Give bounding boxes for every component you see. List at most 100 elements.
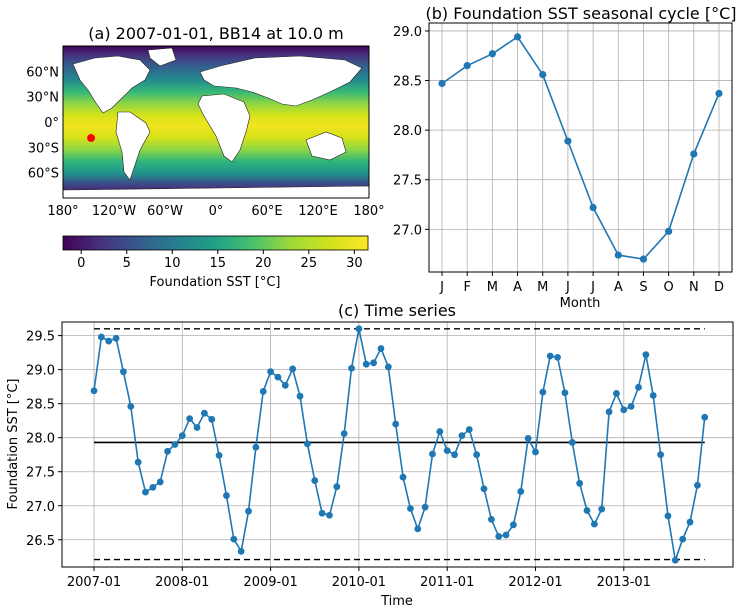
seasonal-point	[463, 62, 471, 70]
timeseries-point	[686, 518, 694, 526]
timeseries-point	[112, 334, 120, 342]
x-tick-label: N	[689, 280, 699, 295]
y-tick-label: 28.5	[393, 75, 422, 90]
seasonal-point	[488, 50, 496, 58]
panel-a: (a) 2007-01-01, BB14 at 10.0 m 60°N 30°N 0…	[26, 24, 384, 290]
map-lat-ticks: 60°N 30°N 0° 30°S 60°S	[26, 65, 59, 181]
timeseries-point	[178, 432, 186, 440]
timeseries-point	[134, 458, 142, 466]
panel-b-xlabel: Month	[560, 296, 601, 311]
x-tick-label: 2013-01	[597, 575, 651, 590]
y-tick-label: 27.5	[26, 466, 55, 481]
timeseries-point	[546, 352, 554, 360]
panel-b-axes	[428, 22, 733, 273]
sst-map	[63, 46, 369, 198]
panel-a-title: (a) 2007-01-01, BB14 at 10.0 m	[88, 24, 343, 43]
timeseries-point	[200, 409, 208, 417]
seasonal-point	[564, 137, 572, 145]
x-tick-label: S	[639, 280, 647, 295]
timeseries-point	[487, 515, 495, 523]
seasonal-point	[665, 227, 673, 235]
timeseries-point	[355, 325, 363, 333]
timeseries-point	[267, 368, 274, 376]
timeseries-point	[318, 509, 326, 517]
land-masses	[63, 47, 369, 198]
timeseries-point	[156, 478, 164, 486]
x-tick-label: 2009-01	[243, 575, 297, 590]
y-tick-label: 29.0	[26, 364, 55, 379]
lon-tick-label: 180°	[47, 204, 78, 219]
timeseries-points	[90, 325, 709, 564]
x-tick-label: 2008-01	[155, 575, 209, 590]
timeseries-point	[208, 415, 216, 423]
timeseries-point	[620, 406, 628, 414]
timeseries-point	[164, 447, 171, 455]
colorbar-tick-label: 25	[301, 256, 318, 271]
location-marker	[87, 134, 96, 143]
seasonal-point	[690, 150, 698, 158]
panel-c-xlabel: Time	[380, 594, 413, 609]
x-tick-label: A	[513, 280, 522, 295]
timeseries-point	[495, 532, 503, 540]
timeseries-point	[421, 503, 429, 511]
timeseries-point	[561, 389, 569, 397]
lon-tick-label: 120°E	[298, 204, 338, 219]
timeseries-point	[399, 473, 407, 481]
y-tick-label: 29.5	[26, 330, 55, 345]
x-tick-label: O	[664, 280, 674, 295]
timeseries-point	[252, 443, 260, 451]
colorbar-label: Foundation SST [°C]	[150, 275, 281, 290]
panel-b-grid	[429, 23, 732, 272]
timeseries-point	[392, 420, 400, 428]
lat-tick-label: 30°N	[26, 91, 59, 106]
timeseries-point	[473, 451, 481, 459]
colorbar-tick-label: 20	[255, 256, 272, 271]
panel-b: (b) Foundation SST seasonal cycle [°C] 2…	[393, 4, 736, 311]
timeseries-point	[127, 402, 135, 410]
lon-tick-label: 0°	[209, 204, 224, 219]
timeseries-point	[701, 413, 709, 421]
timeseries-point	[186, 415, 194, 423]
panel-c-ticks: 26.5 27.0 27.5 28.0 28.5 29.0 29.5 2007-01 2008-…	[26, 330, 651, 590]
timeseries-point	[259, 388, 267, 395]
seasonal-point	[539, 70, 547, 79]
x-tick-label: A	[614, 280, 623, 295]
timeseries-point	[384, 363, 392, 371]
timeseries-point	[326, 511, 333, 519]
timeseries-point	[281, 381, 289, 389]
timeseries-point	[377, 345, 385, 352]
seasonal-point	[513, 33, 522, 41]
timeseries-point	[90, 387, 98, 395]
timeseries-point	[465, 426, 473, 433]
panel-c-grid	[62, 322, 733, 567]
x-tick-label: 2011-01	[420, 575, 474, 590]
map-lon-ticks: 180° 120°W 60°W 0° 60°E 120°E 180°	[47, 204, 384, 219]
lon-tick-label: 60°W	[147, 204, 183, 219]
timeseries-point	[142, 488, 149, 496]
panel-b-title: (b) Foundation SST seasonal cycle [°C]	[426, 4, 737, 23]
x-tick-label: D	[714, 280, 724, 295]
seasonal-point	[639, 255, 648, 263]
seasonal-point	[589, 203, 597, 212]
map-frame	[62, 45, 370, 199]
timeseries-point	[311, 477, 319, 484]
timeseries-point	[693, 481, 701, 489]
seasonal-series-points	[438, 33, 723, 263]
y-tick-label: 27.0	[26, 500, 55, 515]
y-tick-label: 28.0	[26, 432, 55, 447]
timeseries-point	[429, 450, 436, 458]
timeseries-point	[407, 505, 414, 512]
timeseries-point	[480, 485, 488, 493]
timeseries-point	[532, 448, 539, 456]
timeseries-point	[120, 368, 127, 376]
timeseries-point	[642, 351, 650, 359]
timeseries-point	[223, 492, 230, 499]
timeseries-point	[443, 447, 451, 455]
timeseries-point	[171, 441, 179, 448]
timeseries-point	[274, 373, 282, 381]
seasonal-point	[438, 79, 446, 88]
y-tick-label: 27.0	[393, 223, 422, 238]
lat-tick-label: 30°S	[28, 141, 59, 156]
colorbar-ticks: 0 5 10 15 20 25 30	[77, 250, 363, 271]
